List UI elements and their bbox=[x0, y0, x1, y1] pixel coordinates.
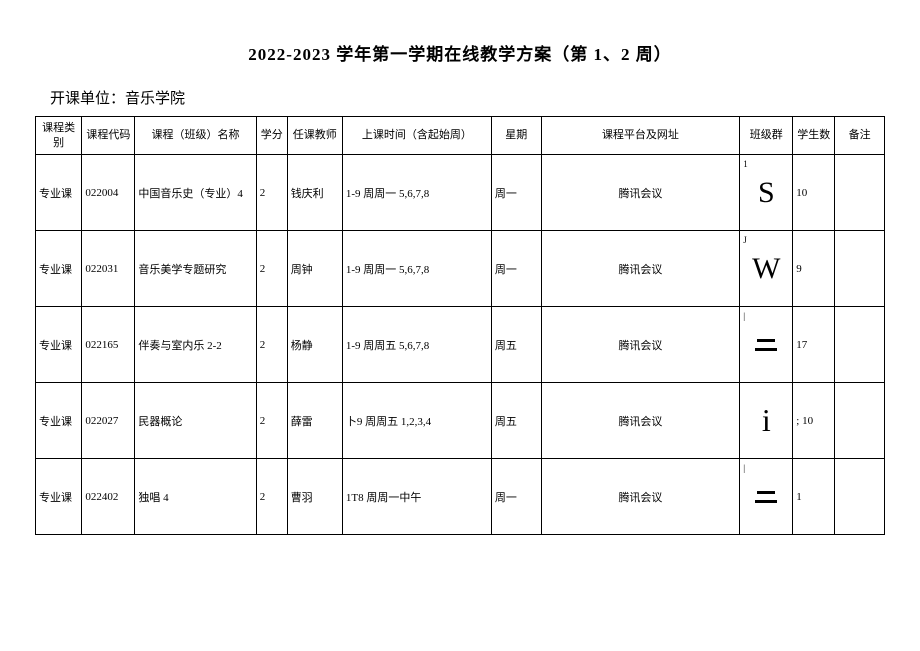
cell-note bbox=[835, 383, 885, 459]
cell-platform: 腾讯会议 bbox=[541, 231, 740, 307]
cell-platform: 腾讯会议 bbox=[541, 459, 740, 535]
cell-day: 周一 bbox=[491, 155, 541, 231]
cell-day: 周一 bbox=[491, 231, 541, 307]
cell-qr: | bbox=[740, 307, 793, 383]
cell-type: 专业课 bbox=[36, 155, 82, 231]
header-time: 上课时间（含起始周） bbox=[342, 117, 491, 155]
cell-name: 音乐美学专题研究 bbox=[135, 231, 256, 307]
table-row: 专业课022027民器概论2薛雷卜9 周周五 1,2,3,4周五腾讯会议i; 1… bbox=[36, 383, 885, 459]
cell-credit: 2 bbox=[256, 231, 287, 307]
cell-students: ; 10 bbox=[793, 383, 835, 459]
cell-qr: | bbox=[740, 459, 793, 535]
header-name: 课程（班级）名称 bbox=[135, 117, 256, 155]
cell-teacher: 周钟 bbox=[287, 231, 342, 307]
cell-time: 1-9 周周一 5,6,7,8 bbox=[342, 155, 491, 231]
header-day: 星期 bbox=[491, 117, 541, 155]
cell-note bbox=[835, 155, 885, 231]
cell-platform: 腾讯会议 bbox=[541, 155, 740, 231]
cell-platform: 腾讯会议 bbox=[541, 307, 740, 383]
table-row: 专业课022402独唱 42曹羽1T8 周周一中午周一腾讯会议|1 bbox=[36, 459, 885, 535]
cell-teacher: 杨静 bbox=[287, 307, 342, 383]
cell-qr: i bbox=[740, 383, 793, 459]
cell-teacher: 曹羽 bbox=[287, 459, 342, 535]
cell-credit: 2 bbox=[256, 383, 287, 459]
table-body: 专业课022004中国音乐史（专业）42钱庆利1-9 周周一 5,6,7,8周一… bbox=[36, 155, 885, 535]
department-label: 开课单位：音乐学院 bbox=[50, 87, 885, 108]
cell-name: 民器概论 bbox=[135, 383, 256, 459]
cell-code: 022004 bbox=[82, 155, 135, 231]
cell-name: 伴奏与室内乐 2-2 bbox=[135, 307, 256, 383]
cell-name: 独唱 4 bbox=[135, 459, 256, 535]
cell-students: 10 bbox=[793, 155, 835, 231]
cell-credit: 2 bbox=[256, 307, 287, 383]
table-row: 专业课022004中国音乐史（专业）42钱庆利1-9 周周一 5,6,7,8周一… bbox=[36, 155, 885, 231]
header-qr: 班级群 bbox=[740, 117, 793, 155]
cell-qr: JW bbox=[740, 231, 793, 307]
cell-time: 1-9 周周五 5,6,7,8 bbox=[342, 307, 491, 383]
cell-students: 17 bbox=[793, 307, 835, 383]
header-code: 课程代码 bbox=[82, 117, 135, 155]
cell-students: 9 bbox=[793, 231, 835, 307]
cell-time: 1T8 周周一中午 bbox=[342, 459, 491, 535]
cell-students: 1 bbox=[793, 459, 835, 535]
cell-note bbox=[835, 307, 885, 383]
cell-credit: 2 bbox=[256, 155, 287, 231]
cell-type: 专业课 bbox=[36, 231, 82, 307]
cell-teacher: 薛雷 bbox=[287, 383, 342, 459]
schedule-table: 课程类别 课程代码 课程（班级）名称 学分 任课教师 上课时间（含起始周） 星期… bbox=[35, 116, 885, 535]
header-credit: 学分 bbox=[256, 117, 287, 155]
cell-type: 专业课 bbox=[36, 459, 82, 535]
cell-code: 022027 bbox=[82, 383, 135, 459]
cell-name: 中国音乐史（专业）4 bbox=[135, 155, 256, 231]
cell-type: 专业课 bbox=[36, 383, 82, 459]
cell-note bbox=[835, 459, 885, 535]
cell-time: 1-9 周周一 5,6,7,8 bbox=[342, 231, 491, 307]
cell-qr: 1S bbox=[740, 155, 793, 231]
header-note: 备注 bbox=[835, 117, 885, 155]
cell-day: 周五 bbox=[491, 307, 541, 383]
cell-code: 022165 bbox=[82, 307, 135, 383]
cell-type: 专业课 bbox=[36, 307, 82, 383]
table-header-row: 课程类别 课程代码 课程（班级）名称 学分 任课教师 上课时间（含起始周） 星期… bbox=[36, 117, 885, 155]
header-platform: 课程平台及网址 bbox=[541, 117, 740, 155]
cell-note bbox=[835, 231, 885, 307]
cell-day: 周一 bbox=[491, 459, 541, 535]
cell-time: 卜9 周周五 1,2,3,4 bbox=[342, 383, 491, 459]
header-students: 学生数 bbox=[793, 117, 835, 155]
table-row: 专业课022031音乐美学专题研究2周钟1-9 周周一 5,6,7,8周一腾讯会… bbox=[36, 231, 885, 307]
cell-credit: 2 bbox=[256, 459, 287, 535]
page-title: 2022-2023 学年第一学期在线教学方案（第 1、2 周） bbox=[35, 40, 885, 65]
header-type: 课程类别 bbox=[36, 117, 82, 155]
cell-day: 周五 bbox=[491, 383, 541, 459]
cell-platform: 腾讯会议 bbox=[541, 383, 740, 459]
cell-teacher: 钱庆利 bbox=[287, 155, 342, 231]
cell-code: 022402 bbox=[82, 459, 135, 535]
table-row: 专业课022165伴奏与室内乐 2-22杨静1-9 周周五 5,6,7,8周五腾… bbox=[36, 307, 885, 383]
cell-code: 022031 bbox=[82, 231, 135, 307]
header-teacher: 任课教师 bbox=[287, 117, 342, 155]
